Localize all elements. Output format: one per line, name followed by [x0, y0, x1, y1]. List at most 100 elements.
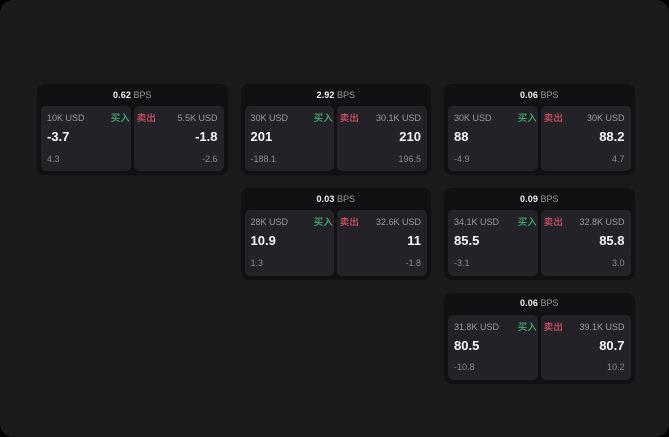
sell-amount: 5.5K USD	[177, 113, 218, 123]
spread-bps-value: 0.03	[316, 193, 335, 204]
buy-quote-tile[interactable]: 34.1K USD 买入 85.5 -3.1	[448, 210, 538, 276]
sell-side-label: 卖出	[543, 113, 563, 123]
buy-amount: 34.1K USD	[454, 217, 500, 228]
buy-quote-tile[interactable]: 28K USD 买入 10.9 1.3	[244, 210, 335, 276]
sell-price: 80.7	[599, 337, 625, 353]
buy-quote-tile[interactable]: 30K USD 买入 88 -4.9	[448, 106, 538, 172]
buy-price: 10.9	[250, 233, 276, 249]
sell-skew: -1.8	[405, 257, 421, 268]
sell-price: 85.8	[599, 233, 625, 249]
sell-amount: 32.8K USD	[579, 217, 625, 228]
sell-amount: 30K USD	[586, 113, 625, 123]
buy-skew: 1.3	[250, 257, 264, 268]
spread-header: 0.03 BPS	[241, 188, 432, 210]
sell-label-glyphs	[543, 321, 562, 331]
sell-price: -1.8	[195, 129, 218, 144]
sell-tile-top-row: 卖出 30K USD	[543, 112, 625, 125]
buy-quote-tile[interactable]: 10K USD 买入 -3.7 4.3	[41, 106, 131, 172]
sell-label-glyphs	[543, 113, 562, 123]
buy-price: 85.5	[454, 233, 480, 249]
buy-label-glyphs	[517, 217, 537, 227]
buy-price: -3.7	[47, 129, 70, 144]
spread-header: 0.06 BPS	[444, 84, 635, 106]
spread-bps-unit: BPS	[540, 89, 559, 100]
buy-side-label: 买入	[314, 217, 333, 227]
spread-bps-value: 0.06	[520, 89, 538, 100]
buy-amount: 30K USD	[250, 113, 289, 123]
spread-bps-value: 2.92	[316, 89, 335, 100]
sell-label-glyphs	[136, 113, 155, 123]
buy-label-glyphs	[110, 113, 130, 123]
buy-side-label: 买入	[517, 113, 537, 123]
spread-header: 0.06 BPS	[444, 293, 635, 315]
buy-skew: -4.9	[454, 153, 470, 164]
quote-card: 0.09 BPS 34.1K USD 买入 85.5 -3.1	[444, 188, 635, 280]
sell-amount: 30.1K USD	[375, 113, 421, 123]
buy-price: 80.5	[454, 337, 480, 353]
spread-header: 2.92 BPS	[241, 84, 432, 106]
sell-skew: 10.2	[606, 362, 625, 373]
spread-bps-unit: BPS	[540, 193, 559, 204]
buy-side-label: 买入	[314, 113, 333, 123]
buy-price: 88	[454, 129, 469, 144]
spread-bps-value: 0.09	[520, 193, 538, 204]
buy-tile-top-row: 28K USD 买入	[250, 216, 333, 229]
sell-skew: 196.5	[398, 153, 421, 164]
quote-card: 2.92 BPS 30K USD 买入 201 -188.1	[240, 84, 432, 176]
buy-label-glyphs	[517, 113, 537, 123]
quote-panels: 34.1K USD 买入 85.5 -3.1 卖出 32.8K USD	[444, 210, 635, 279]
sell-label-glyphs	[543, 217, 562, 227]
buy-price: 201	[250, 129, 273, 144]
buy-quote-tile[interactable]: 30K USD 买入 201 -188.1	[244, 106, 335, 172]
buy-tile-top-row: 34.1K USD 买入	[454, 216, 537, 229]
sell-price: 88.2	[599, 129, 625, 144]
quote-card: 0.03 BPS 28K USD 买入 10.9 1.3	[240, 188, 432, 280]
spread-bps-value: 0.06	[520, 298, 538, 309]
quote-panels: 31.8K USD 买入 80.5 -10.8 卖出 39.1K USD	[444, 314, 635, 384]
sell-tile-top-row: 卖出 5.5K USD	[136, 112, 218, 125]
sell-quote-tile[interactable]: 卖出 30K USD 88.2 4.7	[540, 106, 631, 172]
sell-tile-top-row: 卖出 39.1K USD	[543, 320, 625, 333]
sell-label-glyphs	[340, 217, 359, 227]
quote-panels: 30K USD 买入 201 -188.1 卖出 30.1K USD	[241, 106, 432, 175]
buy-side-label: 买入	[517, 217, 537, 227]
sell-side-label: 卖出	[136, 113, 156, 123]
spread-bps-unit: BPS	[336, 89, 355, 100]
quote-panels: 30K USD 买入 88 -4.9 卖出 30K USD 8	[444, 106, 635, 175]
buy-quote-tile[interactable]: 31.8K USD 买入 80.5 -10.8	[448, 314, 538, 380]
buy-skew: 4.3	[47, 153, 60, 164]
buy-side-label: 买入	[110, 113, 130, 123]
sell-price: 210	[399, 129, 421, 144]
sell-label-glyphs	[340, 113, 359, 123]
quote-panels: 28K USD 买入 10.9 1.3 卖出 32.6K USD	[241, 210, 432, 279]
sell-amount: 39.1K USD	[579, 321, 625, 332]
sell-skew: 4.7	[611, 153, 625, 164]
spread-header: 0.09 BPS	[444, 188, 635, 210]
buy-amount: 10K USD	[47, 113, 85, 123]
buy-label-glyphs	[517, 321, 537, 331]
buy-amount: 28K USD	[250, 217, 289, 228]
sell-quote-tile[interactable]: 卖出 39.1K USD 80.7 10.2	[540, 314, 631, 380]
sell-quote-tile[interactable]: 卖出 30.1K USD 210 196.5	[337, 106, 427, 172]
sell-side-label: 卖出	[340, 217, 359, 227]
sell-quote-tile[interactable]: 卖出 32.6K USD 11 -1.8	[337, 210, 427, 276]
sell-tile-top-row: 卖出 32.8K USD	[543, 216, 625, 229]
spread-bps-unit: BPS	[540, 298, 559, 309]
sell-skew: 3.0	[611, 257, 625, 268]
quote-card: 0.62 BPS 10K USD 买入 -3.7 4.3	[37, 84, 228, 176]
buy-skew: -10.8	[454, 362, 475, 373]
quote-card-grid: 0.62 BPS 10K USD 买入 -3.7 4.3	[37, 84, 635, 384]
buy-label-glyphs	[314, 113, 333, 123]
spread-bps-unit: BPS	[133, 89, 152, 100]
sell-quote-tile[interactable]: 卖出 32.8K USD 85.8 3.0	[540, 210, 631, 276]
sell-side-label: 卖出	[340, 113, 359, 123]
buy-label-glyphs	[314, 217, 333, 227]
buy-amount: 30K USD	[454, 113, 492, 123]
quote-card: 0.06 BPS 30K USD 买入 88 -4.9	[444, 84, 635, 176]
sell-side-label: 卖出	[543, 217, 563, 227]
sell-quote-tile[interactable]: 卖出 5.5K USD -1.8 -2.6	[133, 106, 224, 172]
buy-tile-top-row: 30K USD 买入	[454, 112, 537, 125]
buy-tile-top-row: 10K USD 买入	[47, 112, 130, 125]
spread-bps-value: 0.62	[113, 89, 131, 100]
